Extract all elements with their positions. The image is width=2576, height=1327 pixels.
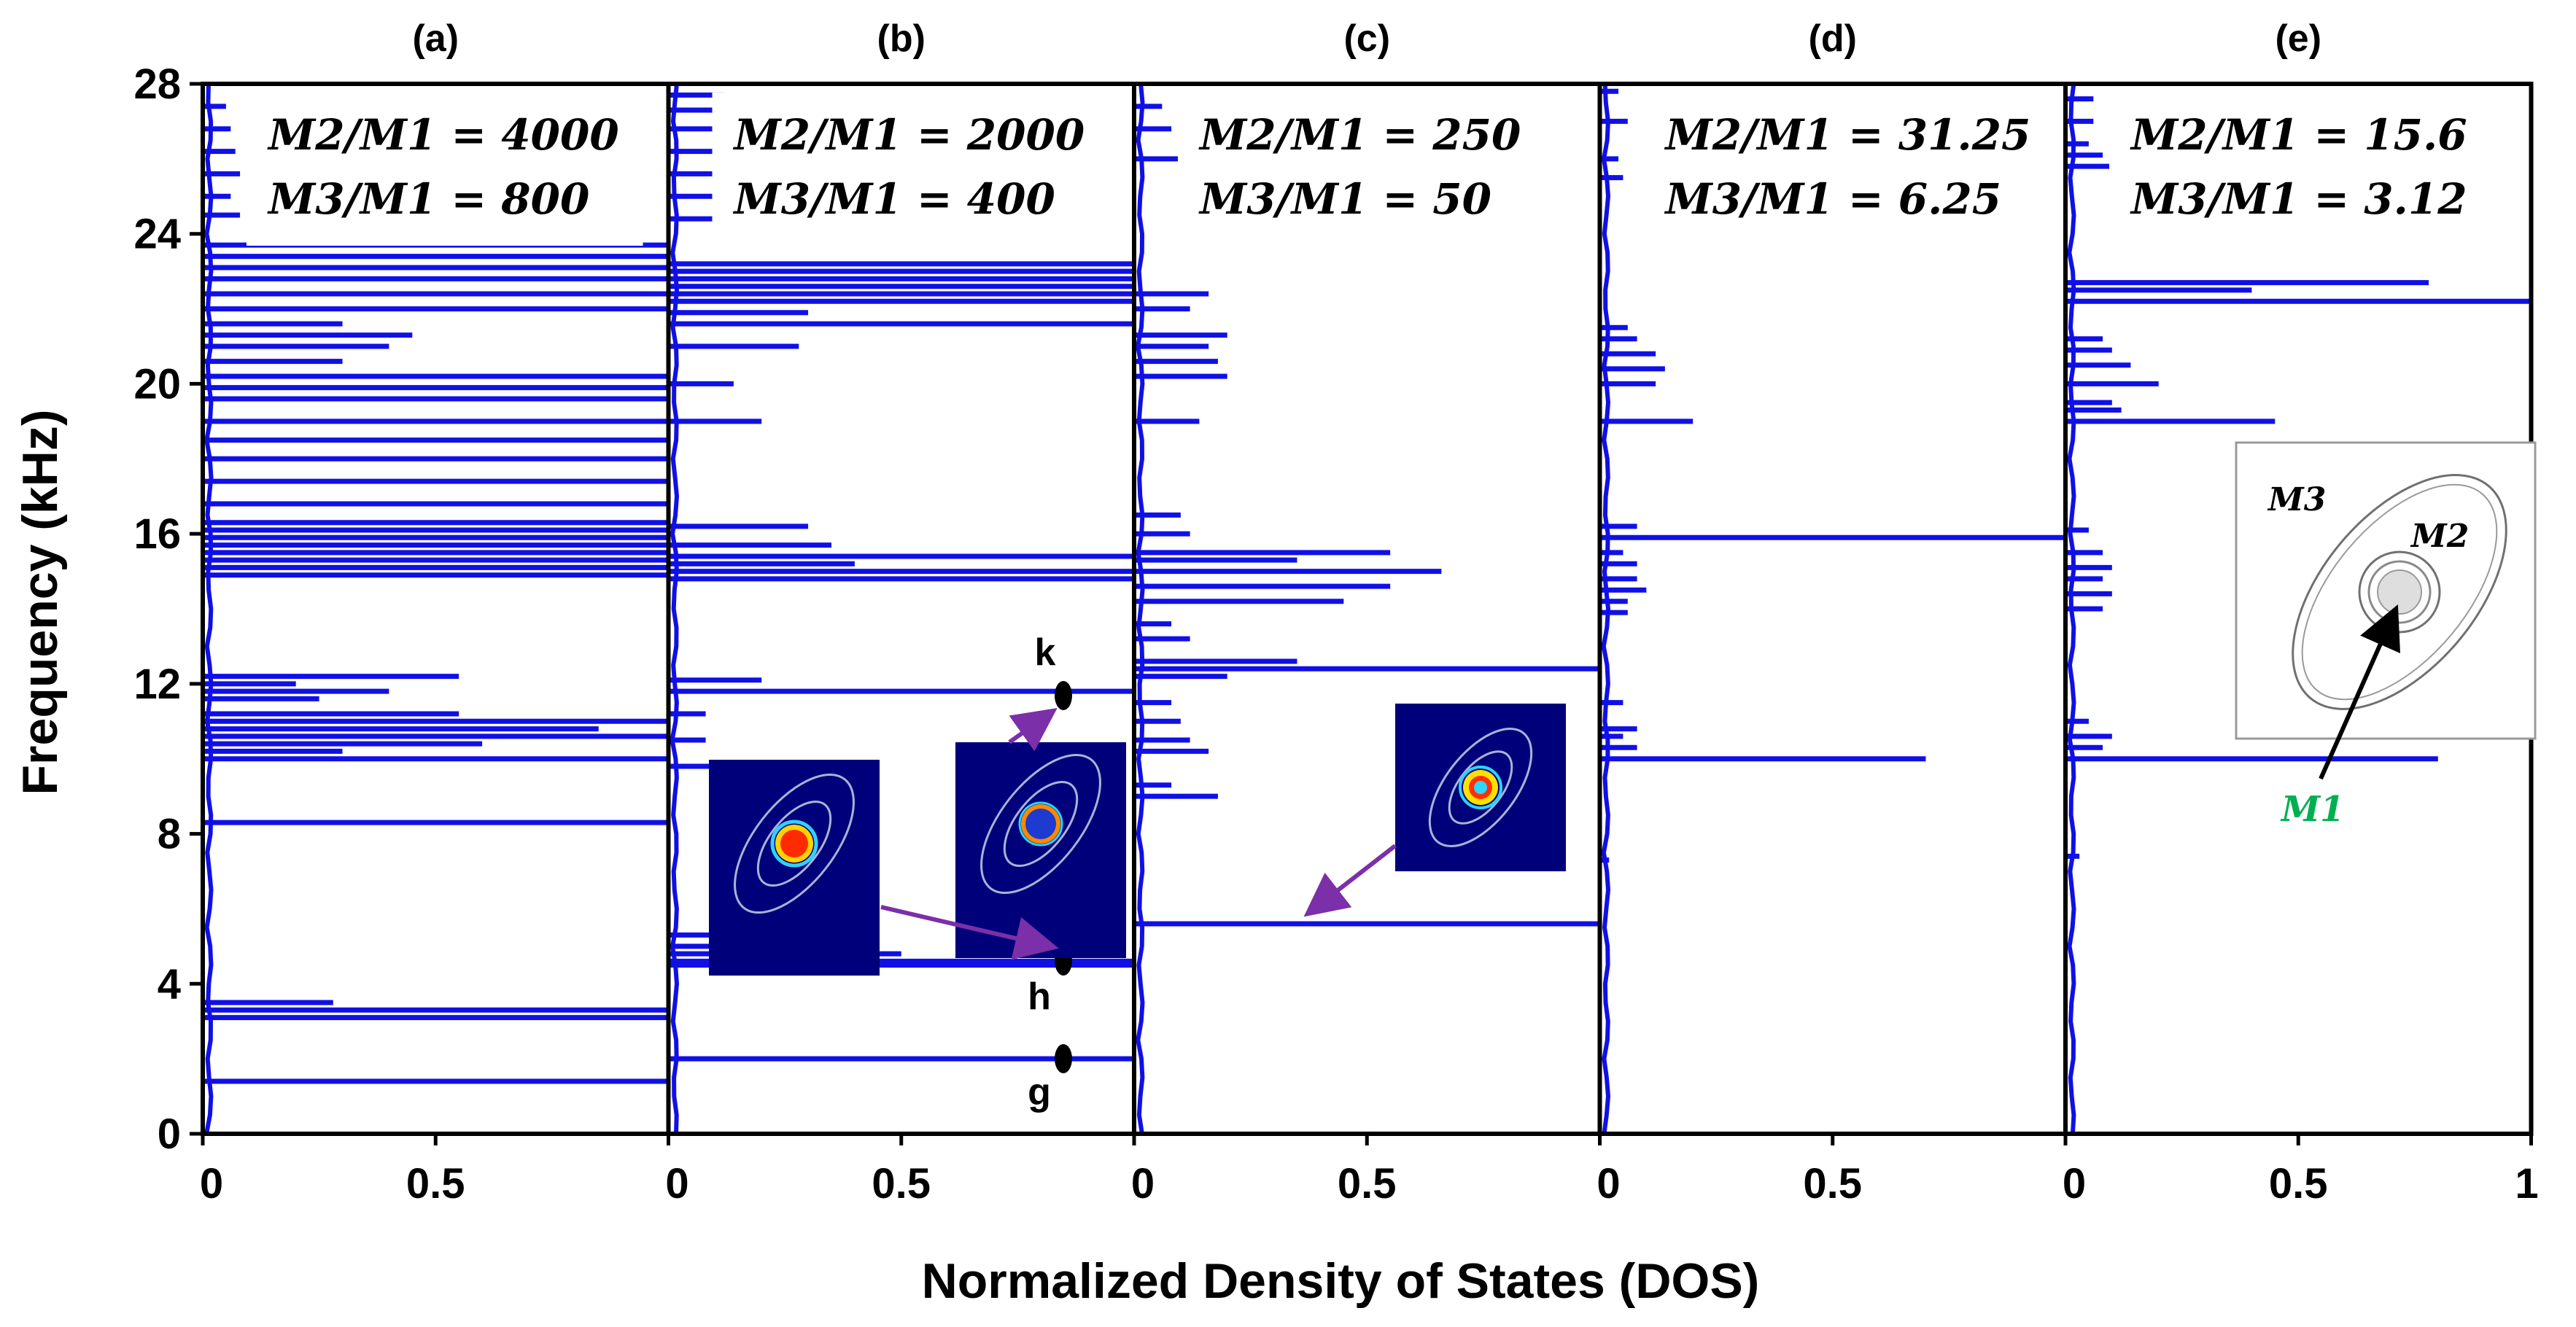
ratio-m2m1-e: M2/M1 = 15.6 [2130, 110, 2467, 160]
ratio-box-e [2109, 93, 2506, 246]
panel-b: M2/M1 = 2000 M3/M1 = 400 (b) 0 0.5 [665, 17, 1136, 1207]
ratio-m3m1-c: M3/M1 = 50 [1198, 174, 1491, 224]
marker-k-label: k [1035, 631, 1056, 674]
baseline-a [203, 83, 214, 1136]
ratio-box-b [712, 93, 1109, 246]
panel-c: M2/M1 = 250 M3/M1 = 50 (c) 0 0.5 [1131, 17, 1602, 1207]
ratio-m3m1-d: M3/M1 = 6.25 [1664, 174, 2002, 224]
x-tick-label-a-0: 0 [200, 1160, 223, 1207]
marker-k-dot [1055, 681, 1072, 710]
marker-g-label: g [1028, 1071, 1051, 1113]
y-tick-label-0: 0 [158, 1110, 181, 1158]
mode-inset-h [709, 760, 880, 976]
mode-inset-c [1395, 704, 1566, 871]
y-tick-label-4: 4 [158, 960, 181, 1008]
marker-h-label: h [1028, 976, 1051, 1018]
arrow-inset-to-k [1008, 708, 1058, 752]
y-tick-label-16: 16 [133, 510, 181, 558]
inset-label-m2: M2 [2410, 518, 2469, 555]
x-tick-label-b-1: 0.5 [872, 1160, 931, 1207]
x-tick-label-d-0: 0 [1597, 1160, 1620, 1207]
x-tick-label-c-0: 0 [1131, 1160, 1155, 1207]
arrow-inset-to-c-line [1303, 844, 1397, 917]
panel-title-e: (e) [2275, 17, 2321, 60]
arrow-m1 [2319, 604, 2400, 780]
baseline-e [2067, 83, 2076, 1136]
panel-e: M2/M1 = 15.6 M3/M1 = 3.12 (e) 0 0.5 1 [2063, 17, 2539, 1207]
x-tick-label-b-0: 0 [665, 1160, 688, 1207]
panel-d: M2/M1 = 31.25 M3/M1 = 6.25 (d) 0 0.5 [1597, 17, 2068, 1207]
x-tick-label-e-0: 0 [2063, 1160, 2086, 1207]
geometry-inset: M3 M2 [2235, 441, 2537, 740]
ratio-m3m1-e: M3/M1 = 3.12 [2130, 174, 2467, 224]
panel-title-b: (b) [877, 17, 926, 60]
baseline-c [1136, 83, 1145, 1136]
marker-g-dot [1055, 1044, 1072, 1073]
ratio-m2m1-a: M2/M1 = 4000 [267, 110, 619, 160]
mode-inset-k [955, 742, 1126, 958]
y-tick-label-8: 8 [158, 811, 181, 858]
x-tick-label-e-2: 1 [2515, 1160, 2538, 1207]
panel-title-d: (d) [1809, 17, 1857, 60]
panel-title-c: (c) [1343, 17, 1390, 60]
x-tick-label-a-1: 0.5 [406, 1160, 465, 1207]
baseline-b [670, 83, 680, 1136]
baseline-d [1601, 83, 1611, 1136]
x-tick-label-c-1: 0.5 [1338, 1160, 1397, 1207]
y-tick-label-28: 28 [133, 61, 181, 108]
panel-title-a: (a) [412, 17, 459, 60]
y-tick-label-24: 24 [133, 211, 181, 258]
arrow-inset-to-h [880, 905, 1059, 960]
x-tick-label-d-1: 0.5 [1803, 1160, 1862, 1207]
ratio-box-c [1178, 93, 1575, 246]
inset-label-m3: M3 [2267, 481, 2326, 518]
x-axis-label: Normalized Density of States (DOS) [922, 1253, 1760, 1309]
x-tick-label-e-1: 0.5 [2269, 1160, 2328, 1207]
inset-label-m1: M1 [2280, 789, 2345, 830]
ratio-box-a [247, 93, 643, 246]
ratio-box-d [1643, 93, 2040, 246]
y-tick-label-20: 20 [133, 360, 181, 408]
ratio-m2m1-b: M2/M1 = 2000 [733, 110, 1085, 160]
y-tick-labels: 0 4 8 12 16 20 24 28 [133, 61, 203, 1158]
ratio-m3m1-b: M3/M1 = 400 [733, 174, 1055, 224]
y-tick-label-12: 12 [133, 661, 181, 708]
ratio-m3m1-a: M3/M1 = 800 [267, 174, 589, 224]
ratio-m2m1-c: M2/M1 = 250 [1198, 110, 1521, 160]
annotations: k h g [709, 441, 2537, 1113]
ratio-m2m1-d: M2/M1 = 31.25 [1664, 110, 2031, 160]
y-axis-label: Frequency (kHz) [12, 410, 68, 795]
panel-a: M2/M1 = 4000 M3/M1 = 800 (a) 0 0.5 [200, 17, 671, 1207]
